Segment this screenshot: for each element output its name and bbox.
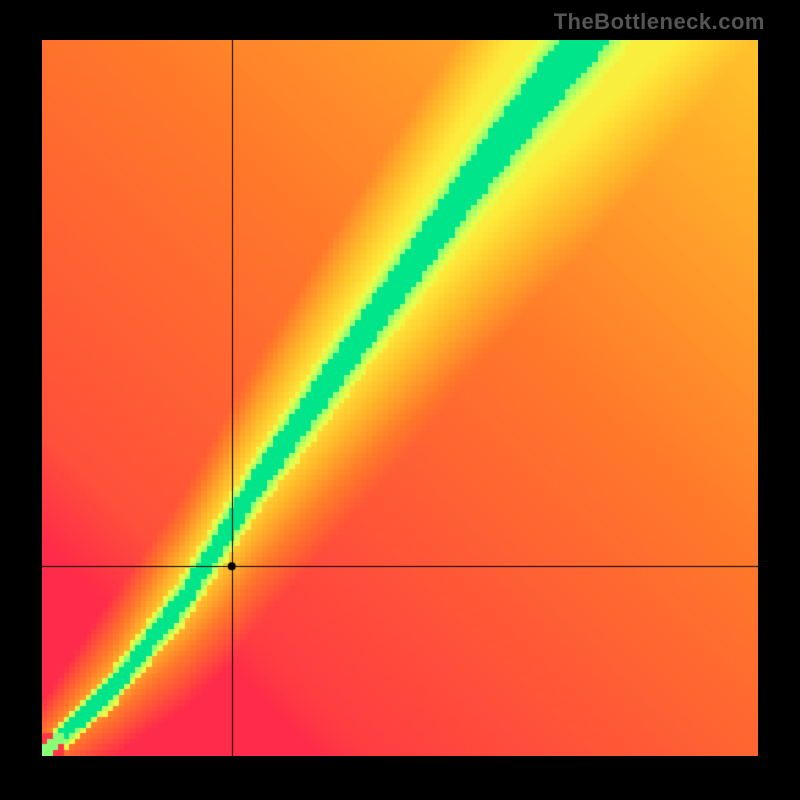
bottleneck-heatmap xyxy=(42,40,758,756)
watermark-text: TheBottleneck.com xyxy=(554,9,765,35)
